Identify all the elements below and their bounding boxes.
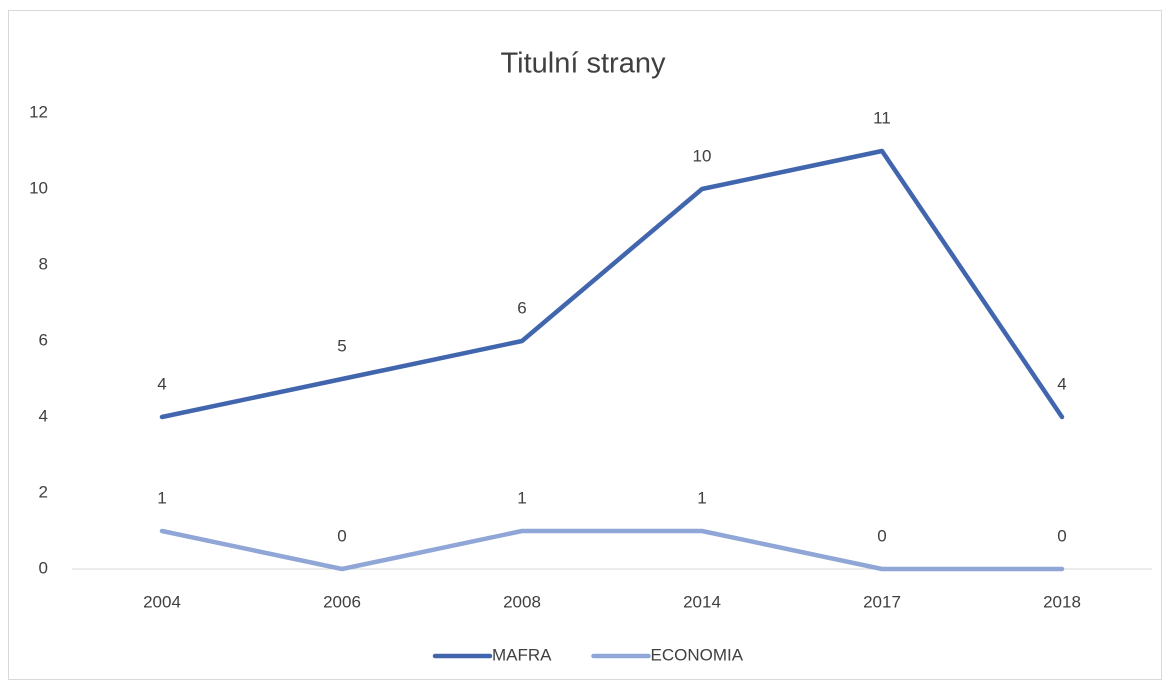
y-tick-label: 6 bbox=[39, 330, 48, 349]
data-label: 6 bbox=[517, 298, 526, 317]
data-label: 1 bbox=[697, 488, 706, 507]
x-tick-label: 2004 bbox=[143, 592, 181, 611]
data-label: 4 bbox=[157, 374, 166, 393]
data-label: 11 bbox=[873, 108, 891, 127]
y-tick-label: 4 bbox=[39, 406, 48, 425]
series-line bbox=[159, 528, 1065, 572]
x-tick-label: 2006 bbox=[323, 592, 361, 611]
chart-title: Titulní strany bbox=[501, 48, 666, 80]
x-tick-label: 2017 bbox=[863, 592, 901, 611]
x-tick-label: 2008 bbox=[503, 592, 541, 611]
y-tick-label: 0 bbox=[39, 558, 48, 577]
legend-label: ECONOMIA bbox=[651, 645, 744, 664]
y-tick-label: 8 bbox=[39, 254, 48, 273]
legend-label: MAFRA bbox=[492, 645, 552, 664]
data-label: 4 bbox=[1057, 374, 1066, 393]
chart-border bbox=[8, 10, 1162, 680]
data-label: 1 bbox=[157, 488, 166, 507]
data-label: 5 bbox=[337, 336, 346, 355]
data-label: 0 bbox=[337, 526, 346, 545]
x-tick-label: 2018 bbox=[1043, 592, 1081, 611]
data-label: 1 bbox=[517, 488, 526, 507]
y-tick-label: 12 bbox=[29, 102, 48, 121]
data-label: 0 bbox=[877, 526, 886, 545]
series-line bbox=[159, 148, 1065, 420]
x-tick-label: 2014 bbox=[683, 592, 721, 611]
data-label: 10 bbox=[693, 146, 712, 165]
y-tick-label: 10 bbox=[29, 178, 48, 197]
y-tick-label: 2 bbox=[39, 482, 48, 501]
data-label: 0 bbox=[1057, 526, 1066, 545]
